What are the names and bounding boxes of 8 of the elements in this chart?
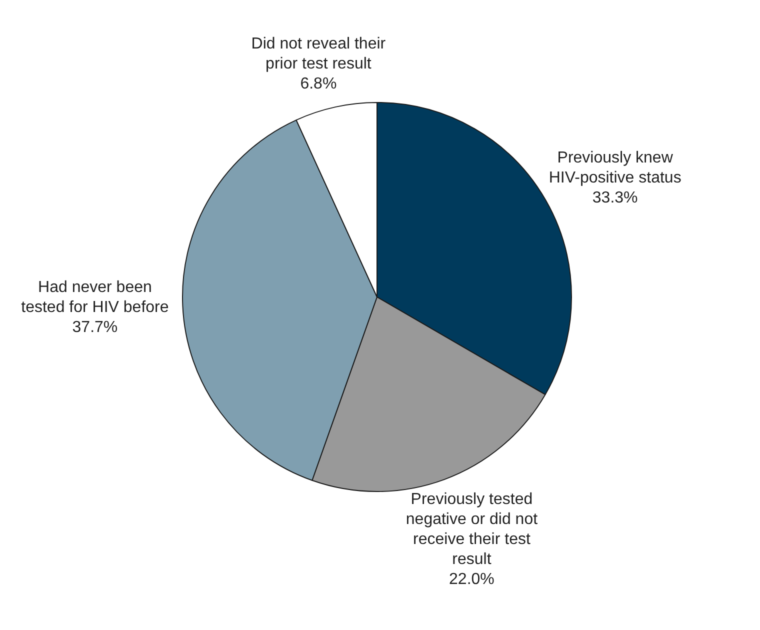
slice-label: Previously tested negative or did not receive their test result (406, 491, 538, 568)
data-label: 22.0% (449, 571, 494, 588)
data-label: 37.7% (72, 318, 118, 336)
slice-label: Had never been tested for HIV before (21, 278, 169, 316)
slice-label: Did not reveal their prior test result (251, 35, 386, 72)
slice-label: Previously knew HIV-positive status (548, 149, 682, 186)
data-label: 33.3% (592, 189, 638, 206)
data-label: 6.8% (300, 75, 337, 92)
